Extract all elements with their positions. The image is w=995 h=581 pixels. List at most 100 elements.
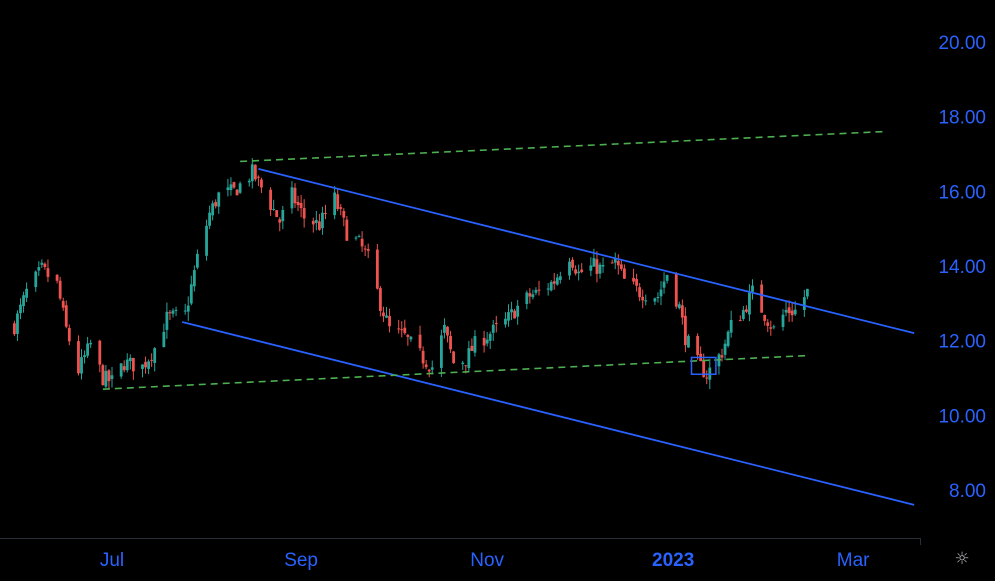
candle-body bbox=[174, 309, 178, 311]
candle-body bbox=[766, 322, 770, 326]
upper-dashed-trendline[interactable] bbox=[240, 130, 884, 163]
candle-body bbox=[610, 262, 614, 264]
candle-body bbox=[598, 264, 602, 274]
candle-body bbox=[293, 187, 297, 204]
candle-body bbox=[336, 194, 340, 209]
candle-body bbox=[296, 201, 300, 206]
candle-body bbox=[601, 265, 605, 267]
candle-body bbox=[802, 297, 806, 310]
candle-body bbox=[314, 219, 318, 223]
candle-body bbox=[128, 357, 132, 362]
candle-body bbox=[748, 292, 751, 315]
candle-body bbox=[125, 359, 129, 371]
candle-body bbox=[196, 253, 199, 268]
candle-body bbox=[89, 342, 93, 345]
candle-body bbox=[67, 327, 71, 342]
candle-body bbox=[34, 271, 38, 288]
candle-body bbox=[677, 304, 681, 309]
candle-body bbox=[638, 287, 642, 298]
candle-body bbox=[318, 221, 321, 230]
candle-body bbox=[546, 288, 550, 290]
x-tick-label: 2023 bbox=[652, 550, 694, 571]
candle-body bbox=[659, 289, 663, 297]
candle-body bbox=[644, 300, 648, 302]
x-tick-label: Sep bbox=[284, 550, 318, 571]
candle-body bbox=[162, 331, 166, 348]
candle-body bbox=[793, 309, 797, 315]
candle-body bbox=[473, 336, 477, 353]
candle-body bbox=[641, 296, 645, 301]
candle-body bbox=[760, 284, 764, 313]
candle-body bbox=[552, 281, 556, 284]
candle-body bbox=[702, 360, 706, 377]
candle-body bbox=[13, 323, 16, 335]
candle-body bbox=[183, 310, 187, 312]
candle-body bbox=[107, 370, 111, 382]
candle-body bbox=[25, 288, 28, 298]
candle-body bbox=[260, 179, 263, 188]
candle-body bbox=[470, 345, 474, 351]
candle-body bbox=[168, 312, 172, 314]
candle-body bbox=[171, 310, 175, 314]
candle-body bbox=[211, 203, 215, 216]
candle-body bbox=[342, 211, 346, 218]
lower-channel-line[interactable] bbox=[181, 321, 915, 506]
small-rectangle[interactable] bbox=[690, 356, 717, 375]
candle-body bbox=[513, 310, 516, 319]
y-tick-label: 20.00 bbox=[938, 33, 986, 54]
candle-body bbox=[131, 357, 135, 372]
candle-body bbox=[360, 238, 364, 247]
upper-channel-line[interactable] bbox=[258, 168, 915, 335]
lower-dashed-trendline[interactable] bbox=[102, 354, 808, 390]
candle-body bbox=[153, 348, 157, 363]
price-axis[interactable]: 20.00 18.00 16.00 14.00 12.00 10.00 8.00 bbox=[938, 33, 986, 502]
candle-body bbox=[235, 189, 239, 196]
candle-body bbox=[275, 210, 279, 218]
candle-body bbox=[205, 225, 208, 256]
candle-body bbox=[339, 207, 343, 209]
x-tick-label: Nov bbox=[470, 550, 504, 571]
time-axis[interactable]: Jul Sep Nov 2023 Mar bbox=[100, 550, 870, 571]
candle-body bbox=[226, 187, 230, 191]
candle-body bbox=[674, 273, 678, 307]
candle-body bbox=[64, 305, 68, 327]
candle-body bbox=[77, 341, 80, 374]
candle-body bbox=[83, 355, 86, 358]
gear-icon[interactable]: ☼ bbox=[954, 549, 970, 569]
candle-body bbox=[311, 220, 315, 225]
candle-body bbox=[119, 363, 123, 377]
candle-body bbox=[217, 192, 221, 207]
candle-body bbox=[687, 335, 690, 348]
candle-body bbox=[247, 180, 251, 183]
candle-body bbox=[299, 202, 303, 209]
candle-body bbox=[467, 348, 471, 369]
candle-body bbox=[525, 292, 529, 304]
candle-body bbox=[534, 289, 538, 293]
y-tick-label: 8.00 bbox=[949, 481, 986, 502]
candle-body bbox=[729, 320, 733, 333]
candle-body bbox=[409, 336, 413, 340]
candle-body bbox=[790, 310, 794, 316]
candle-body bbox=[43, 263, 47, 268]
candle-body bbox=[443, 324, 446, 333]
candles-layer bbox=[13, 158, 809, 390]
candle-body bbox=[375, 249, 379, 289]
candle-body bbox=[488, 333, 492, 341]
candle-body bbox=[250, 164, 254, 182]
candle-body bbox=[549, 281, 553, 291]
candle-body bbox=[189, 284, 193, 304]
drawings-layer[interactable] bbox=[102, 130, 915, 506]
candle-body bbox=[616, 260, 620, 266]
candle-body bbox=[424, 364, 428, 368]
candle-body bbox=[769, 327, 773, 329]
candle-body bbox=[253, 164, 257, 180]
candle-body bbox=[684, 315, 687, 346]
x-tick-label: Jul bbox=[100, 550, 124, 571]
candle-body bbox=[696, 335, 699, 355]
candle-body bbox=[595, 259, 599, 274]
candle-body bbox=[208, 212, 211, 226]
candle-body bbox=[403, 327, 407, 334]
candle-body bbox=[382, 312, 385, 317]
candle-body bbox=[613, 258, 617, 263]
